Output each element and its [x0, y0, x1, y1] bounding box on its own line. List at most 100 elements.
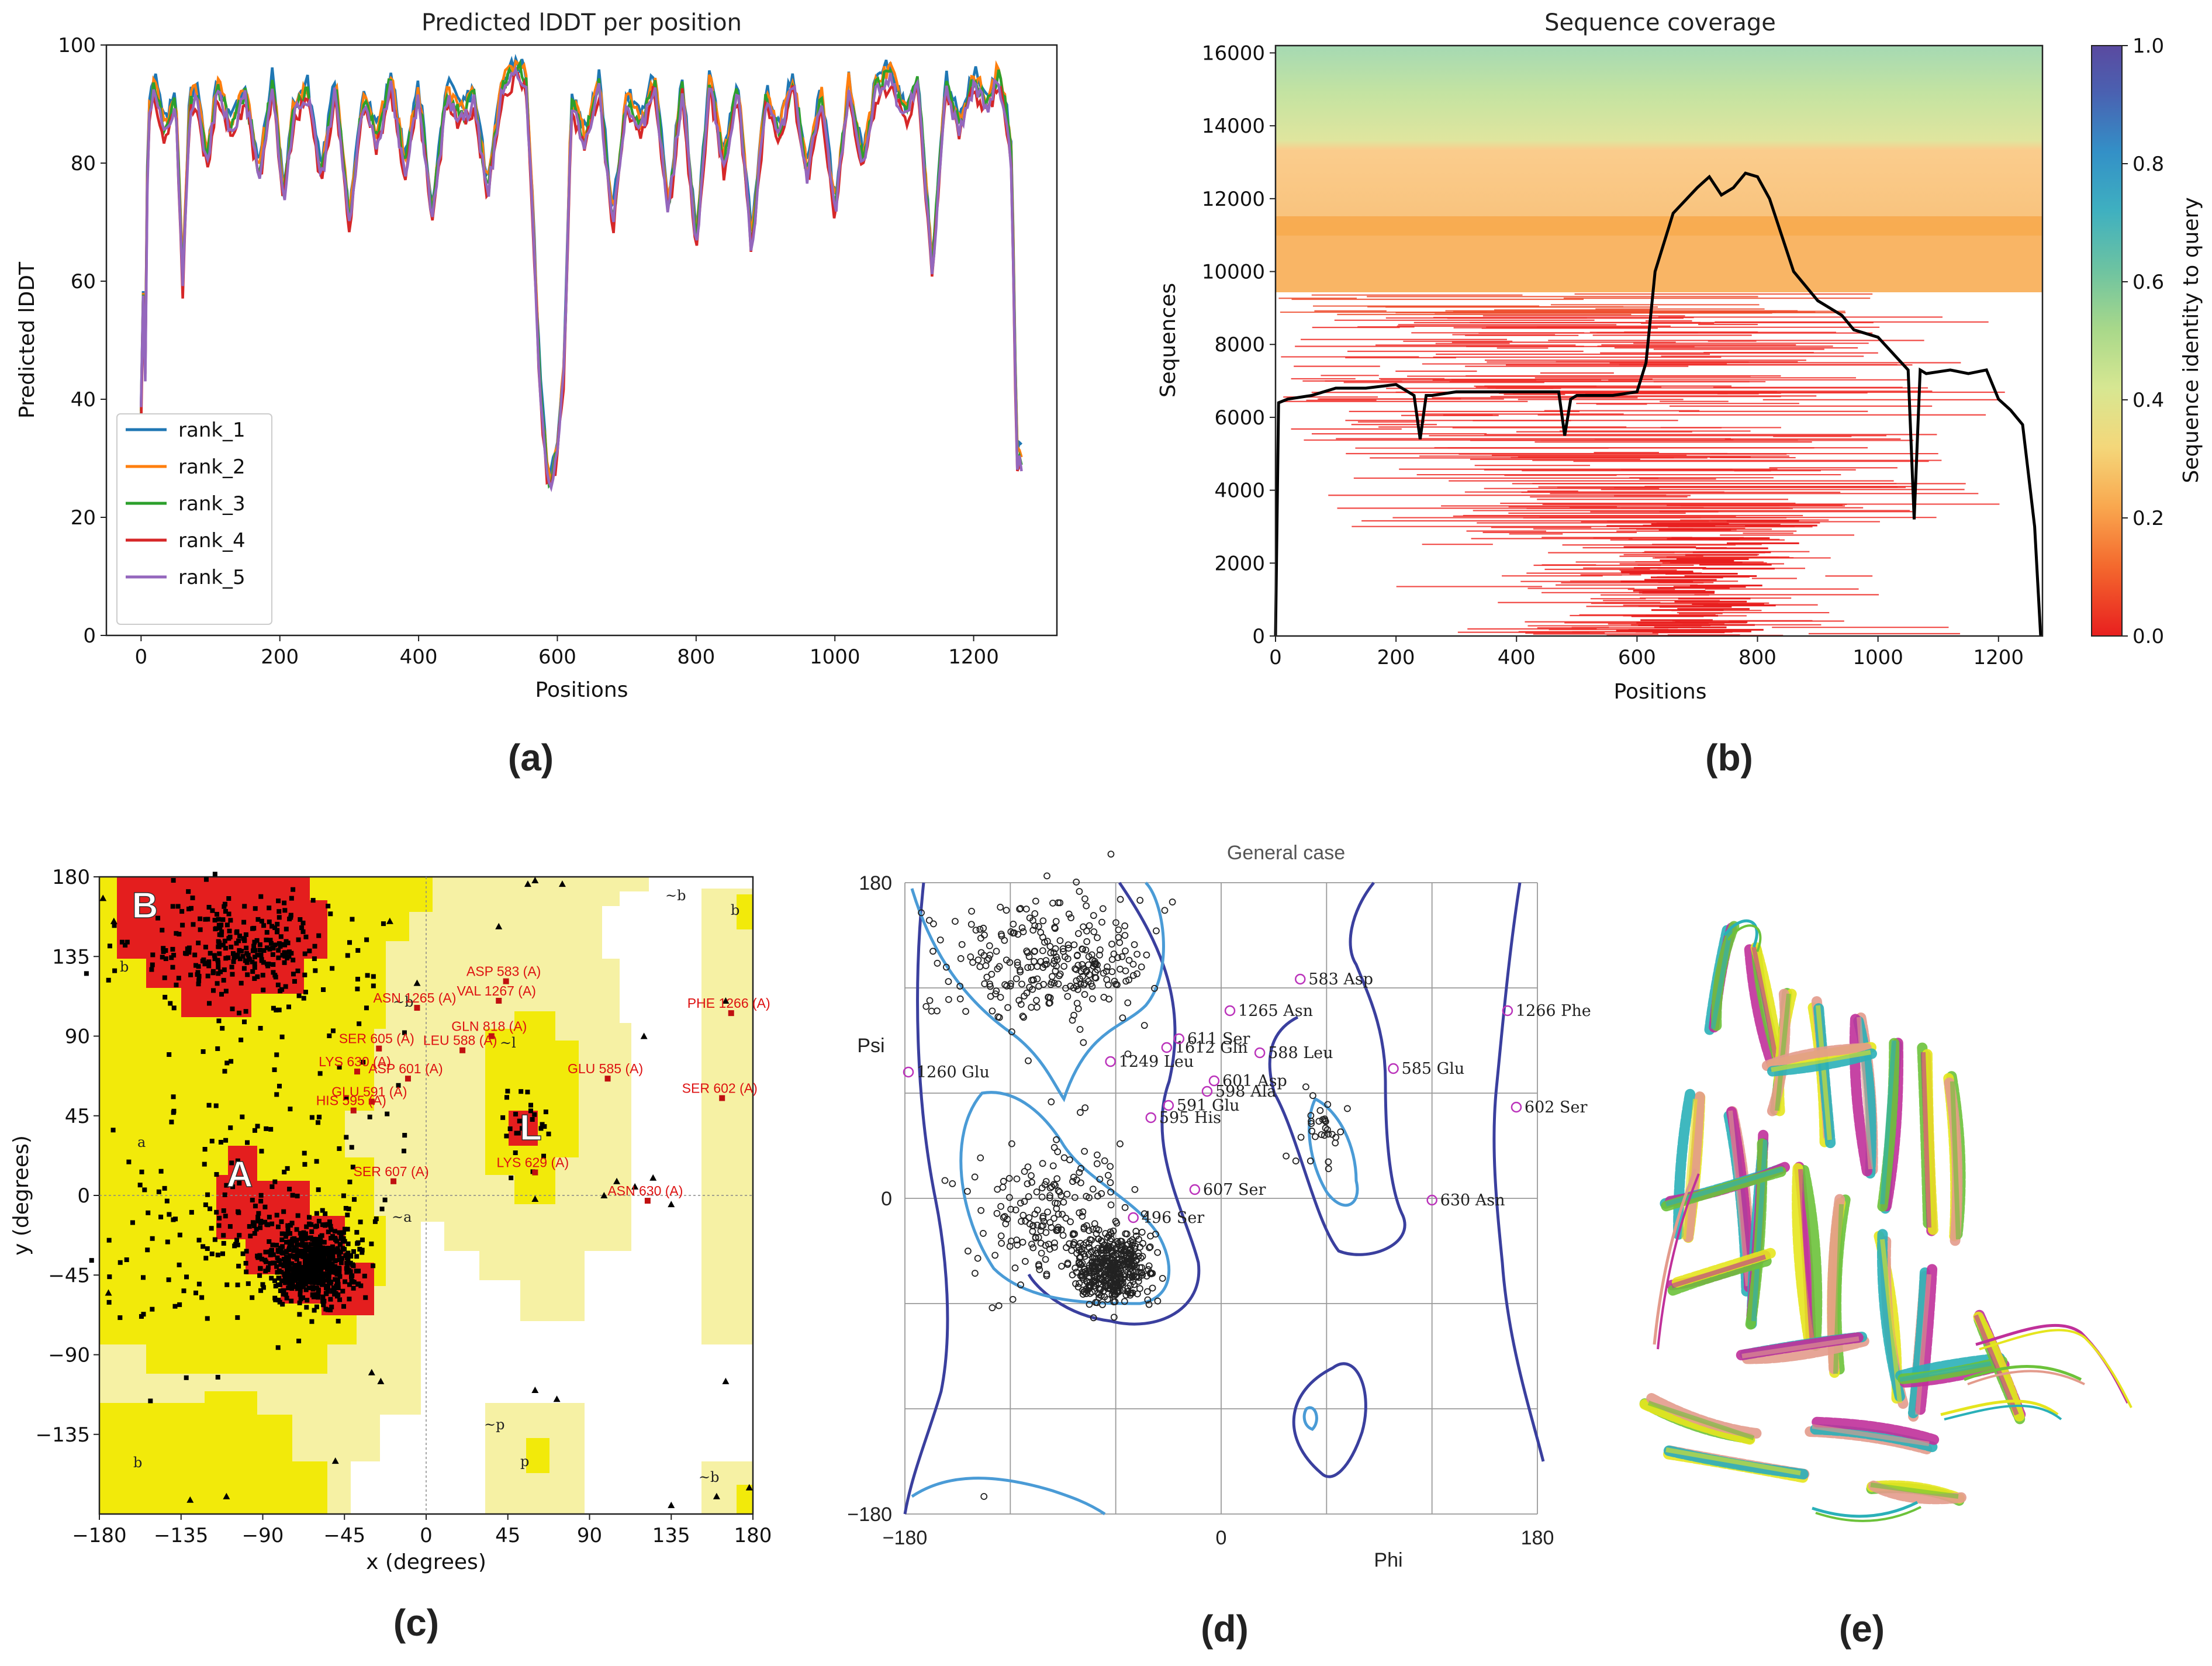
residue-point [1048, 1223, 1055, 1231]
residue-point [1039, 1160, 1046, 1167]
residue-point [1048, 979, 1056, 986]
residue-point [205, 1316, 210, 1321]
residue-point [1037, 1239, 1045, 1247]
residue-point [1009, 1295, 1017, 1303]
residue-point [372, 1219, 378, 1224]
residue-point [280, 1250, 285, 1256]
residue-point [304, 1305, 309, 1310]
residue-point [283, 1280, 288, 1285]
residue-point [1007, 982, 1014, 990]
residue-point [320, 1222, 325, 1228]
glycine-point [713, 1492, 720, 1499]
residue-point [1044, 1208, 1052, 1216]
residue-point [1111, 1252, 1119, 1259]
residue-point [1046, 1219, 1054, 1226]
residue-point [322, 1256, 327, 1261]
residue-point [271, 970, 276, 975]
residue-point [264, 929, 269, 935]
residue-point [1093, 1160, 1101, 1167]
residue-marker [414, 1005, 420, 1011]
residue-point [292, 1274, 298, 1279]
residue-point [1100, 969, 1107, 977]
outer-contour-far-right [1492, 882, 1545, 1462]
y-tick-label: 20 [71, 506, 96, 530]
residue-point [1098, 918, 1105, 926]
chart-b-title: Sequence coverage [1544, 9, 1776, 36]
residue-point [1308, 1120, 1315, 1127]
residue-point [219, 922, 224, 928]
residue-point [273, 1284, 278, 1289]
residue-point [202, 1147, 208, 1152]
residue-point [156, 1189, 161, 1194]
residue-point [342, 1239, 347, 1244]
residue-point [180, 922, 185, 928]
residue-point [257, 948, 262, 953]
residue-point [349, 1278, 354, 1284]
residue-point [255, 917, 261, 922]
residue-point [1035, 1233, 1042, 1241]
residue-point [191, 922, 196, 927]
residue-point [1067, 1218, 1074, 1225]
residue-point [222, 938, 227, 943]
residue-point [1081, 1104, 1089, 1111]
residue-point [208, 950, 213, 956]
residue-point [1021, 1168, 1028, 1175]
residue-point [275, 921, 280, 927]
residue-point [1119, 1276, 1126, 1283]
residue-point [962, 1008, 969, 1015]
colorbar-tick-label: 1.0 [2132, 34, 2164, 58]
residue-point [360, 1238, 365, 1243]
residue-point [993, 1209, 1001, 1217]
residue-point [1035, 922, 1042, 930]
residue-marker [496, 997, 502, 1004]
outlier-marker [903, 1066, 914, 1078]
residue-point [1322, 1118, 1329, 1125]
residue-point [1060, 948, 1067, 955]
loop-coil [1815, 1506, 1921, 1522]
residue-point [326, 1276, 331, 1281]
residue-point [543, 1109, 548, 1115]
residue-point [234, 929, 240, 934]
residue-point [289, 950, 294, 956]
residue-point [530, 1117, 535, 1122]
y-tick-label: 60 [71, 270, 96, 293]
residue-point [303, 1231, 308, 1236]
residue-point [1115, 1280, 1122, 1288]
residue-point [237, 948, 242, 953]
outlier-marker [1224, 1005, 1236, 1017]
residue-marker [604, 1076, 611, 1082]
x-tick-label: 90 [577, 1524, 602, 1547]
residue-point [205, 1246, 210, 1251]
residue-point [300, 929, 306, 934]
residue-point [1008, 1028, 1015, 1036]
residue-point [282, 900, 287, 905]
residue-point [1124, 999, 1132, 1007]
residue-point [1086, 1278, 1094, 1286]
residue-point [213, 1103, 219, 1108]
residue-point [250, 948, 255, 953]
residue-point [1021, 1257, 1029, 1265]
plot-b-frame [1274, 44, 2044, 637]
residue-point [1094, 1265, 1102, 1272]
residue-point [989, 1304, 996, 1312]
residue-point [321, 1302, 326, 1307]
residue-point [279, 1231, 285, 1236]
residue-point [1029, 976, 1037, 984]
y-tick-label: 16000 [1202, 42, 1265, 65]
residue-point [305, 1274, 310, 1279]
residue-point [125, 939, 130, 945]
residue-point [1053, 1227, 1061, 1234]
glycine-point [377, 1377, 385, 1384]
residue-point [285, 955, 290, 960]
glycine-point [495, 922, 503, 929]
residue-point [190, 895, 195, 900]
residue-point [175, 904, 181, 909]
residue-point [237, 956, 243, 962]
residue-point [275, 928, 280, 933]
residue-point [137, 1183, 143, 1188]
legend-label-rank_5: rank_5 [178, 566, 246, 589]
residue-point [275, 1247, 281, 1253]
residue-point [259, 1256, 264, 1261]
residue-point [1029, 1244, 1037, 1252]
